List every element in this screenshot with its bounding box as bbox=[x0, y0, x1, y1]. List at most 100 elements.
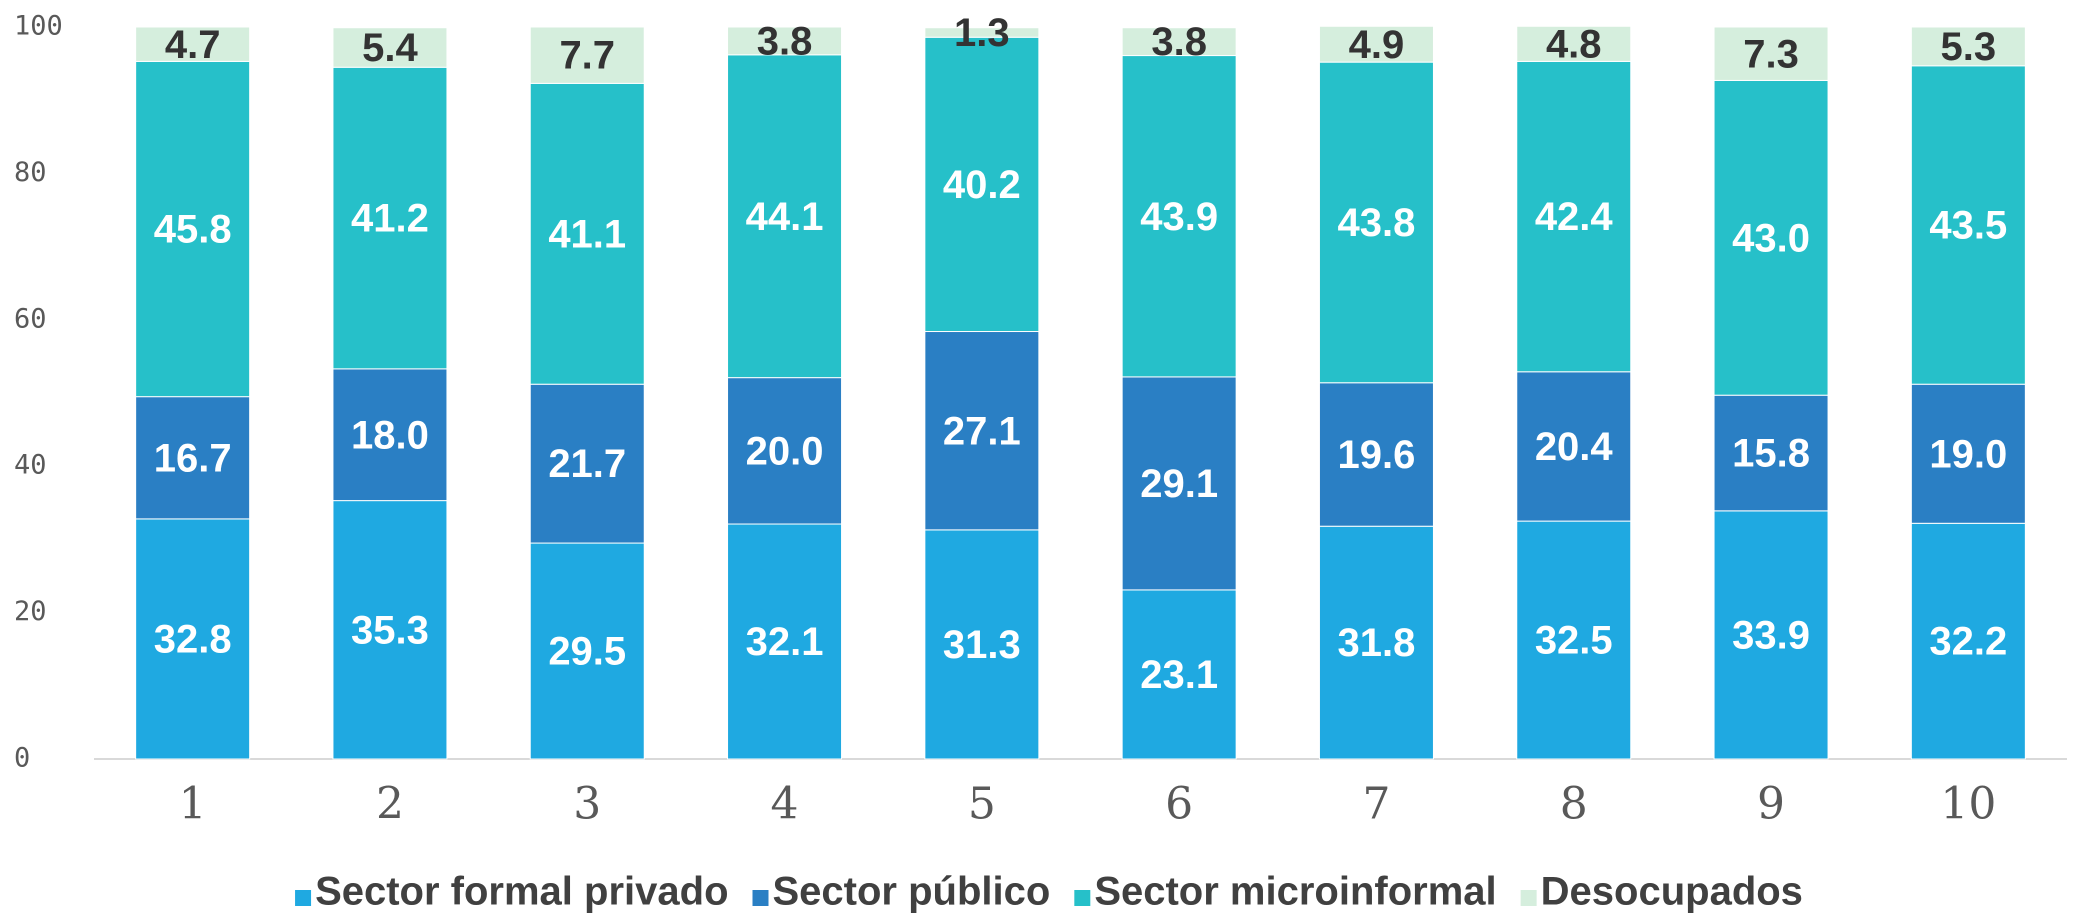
data-label: 18.0 bbox=[351, 413, 429, 457]
data-label: 45.8 bbox=[154, 208, 232, 252]
data-label: 43.5 bbox=[1929, 204, 2007, 248]
data-label: 32.2 bbox=[1929, 620, 2007, 664]
bar-segment bbox=[1910, 26, 2026, 67]
bar-segment bbox=[529, 383, 645, 544]
data-label: 43.9 bbox=[1140, 195, 1218, 239]
x-tick-label: 3 bbox=[573, 779, 601, 830]
data-label: 35.3 bbox=[351, 608, 429, 652]
data-label: 41.2 bbox=[351, 197, 429, 241]
bar-segment bbox=[1318, 25, 1434, 63]
bar-segment bbox=[1910, 522, 2026, 760]
data-label: 5.4 bbox=[362, 26, 418, 70]
data-label: 21.7 bbox=[548, 442, 626, 486]
x-tick-label: 9 bbox=[1757, 779, 1785, 830]
x-tick-label: 7 bbox=[1362, 779, 1390, 830]
data-label: 19.0 bbox=[1929, 432, 2007, 476]
bar-segment bbox=[1121, 27, 1237, 57]
bar-segment bbox=[1516, 60, 1632, 373]
bar-segment bbox=[1318, 382, 1434, 527]
bar-segment bbox=[924, 529, 1040, 760]
legend-label: Sector microinformal bbox=[1094, 870, 1496, 914]
bar-segment bbox=[924, 331, 1040, 531]
legend-swatch bbox=[752, 890, 769, 906]
legend-label: Sector formal privado bbox=[315, 870, 728, 914]
bar-segment bbox=[924, 36, 1040, 333]
bar-segment bbox=[727, 54, 843, 379]
y-tick-label: 100 bbox=[14, 11, 63, 42]
x-tick-label: 1 bbox=[179, 779, 207, 830]
bar-segment bbox=[1516, 371, 1632, 522]
bar-segment bbox=[1910, 65, 2026, 385]
y-tick-label: 80 bbox=[14, 157, 47, 188]
bar-segment bbox=[332, 500, 448, 760]
bar-segment bbox=[727, 523, 843, 760]
data-label: 4.9 bbox=[1349, 23, 1405, 67]
bar-segment bbox=[135, 396, 251, 520]
bar-segment bbox=[1713, 394, 1829, 512]
bar-segment bbox=[1713, 79, 1829, 396]
data-label: 33.9 bbox=[1732, 613, 1810, 657]
bar-segment bbox=[1121, 376, 1237, 591]
legend-swatch bbox=[295, 890, 312, 906]
y-tick-label: 0 bbox=[14, 743, 30, 774]
x-tick-label: 10 bbox=[1940, 779, 1996, 830]
data-label: 31.3 bbox=[943, 623, 1021, 667]
data-label: 3.8 bbox=[757, 19, 813, 63]
data-label: 43.8 bbox=[1338, 201, 1416, 245]
bar-segment bbox=[332, 66, 448, 370]
y-tick-label: 40 bbox=[14, 450, 47, 481]
data-label: 7.3 bbox=[1743, 32, 1799, 76]
data-label: 1.3 bbox=[954, 11, 1010, 55]
legend-swatch bbox=[1520, 890, 1537, 906]
data-label: 32.8 bbox=[154, 618, 232, 662]
bar-segment bbox=[135, 26, 251, 62]
data-label: 43.0 bbox=[1732, 216, 1810, 260]
data-label: 20.4 bbox=[1535, 425, 1614, 469]
bar-segment bbox=[1121, 589, 1237, 760]
data-label: 32.5 bbox=[1535, 619, 1613, 663]
bar-segment bbox=[1713, 26, 1829, 81]
data-label: 7.7 bbox=[559, 34, 615, 78]
data-label: 23.1 bbox=[1140, 653, 1218, 697]
data-label: 19.6 bbox=[1338, 433, 1416, 477]
bar-segment bbox=[529, 82, 645, 385]
bar-segment bbox=[1516, 25, 1632, 62]
data-label: 32.1 bbox=[746, 620, 824, 664]
bar-segment bbox=[1910, 383, 2026, 524]
bar-segment bbox=[924, 27, 1040, 38]
data-label: 42.4 bbox=[1535, 195, 1614, 239]
legend-label: Desocupados bbox=[1541, 870, 1803, 914]
bar-segment bbox=[332, 368, 448, 502]
bar-segment bbox=[1318, 525, 1434, 760]
x-tick-label: 6 bbox=[1165, 779, 1193, 830]
y-tick-label: 60 bbox=[14, 303, 47, 334]
bar-segment bbox=[529, 26, 645, 84]
bar-segment bbox=[1121, 55, 1237, 378]
data-label: 29.1 bbox=[1140, 462, 1218, 506]
data-label: 16.7 bbox=[154, 436, 232, 480]
bar-segment bbox=[727, 26, 843, 56]
data-label: 4.7 bbox=[165, 23, 221, 67]
x-tick-label: 4 bbox=[771, 779, 799, 830]
data-label: 4.8 bbox=[1546, 22, 1602, 66]
bar-segment bbox=[1318, 61, 1434, 384]
x-tick-label: 5 bbox=[968, 779, 996, 830]
data-label: 41.1 bbox=[548, 212, 626, 256]
bar-segment bbox=[529, 542, 645, 760]
data-label: 5.3 bbox=[1941, 25, 1997, 69]
bar-segment bbox=[135, 60, 251, 398]
legend-swatch bbox=[1074, 890, 1091, 906]
legend-label: Sector público bbox=[773, 870, 1051, 914]
data-label: 31.8 bbox=[1338, 621, 1416, 665]
data-label: 15.8 bbox=[1732, 432, 1810, 476]
x-tick-label: 2 bbox=[376, 779, 404, 830]
data-label: 44.1 bbox=[746, 195, 824, 239]
bar-segment bbox=[135, 518, 251, 760]
data-label: 20.0 bbox=[746, 429, 824, 473]
data-label: 29.5 bbox=[548, 630, 626, 674]
bar-segment bbox=[727, 377, 843, 525]
x-tick-label: 8 bbox=[1560, 779, 1588, 830]
bar-segment bbox=[332, 27, 448, 68]
y-tick-label: 20 bbox=[14, 596, 47, 627]
